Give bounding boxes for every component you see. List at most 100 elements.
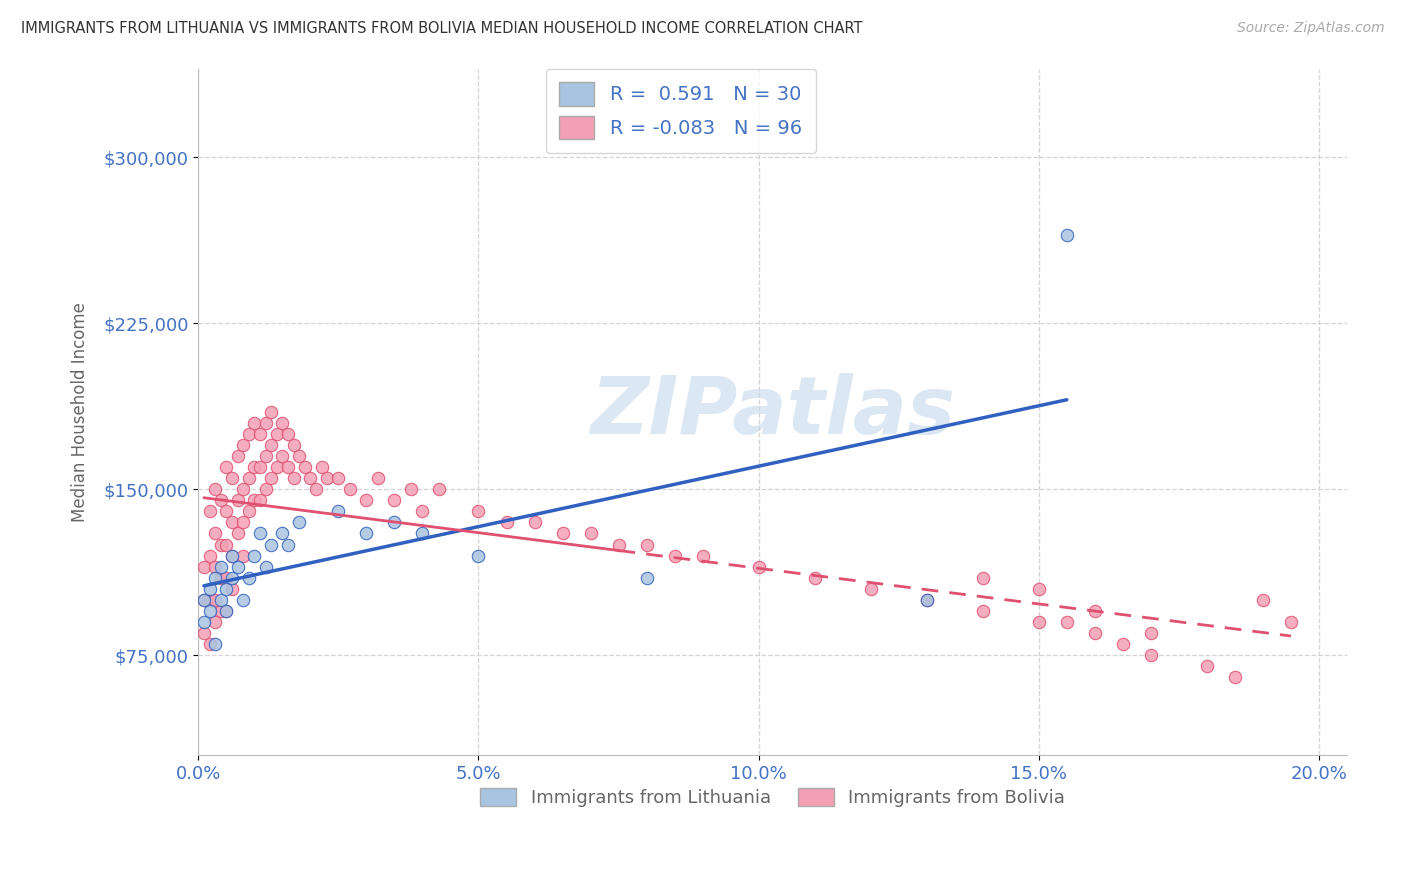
Point — [495, 516, 517, 530]
Point — [266, 460, 288, 475]
Point — [339, 482, 361, 496]
Point — [254, 482, 277, 496]
Point — [215, 582, 238, 596]
Point — [238, 426, 260, 441]
Point — [1140, 648, 1163, 663]
Point — [328, 471, 350, 485]
Point — [226, 493, 249, 508]
Point — [305, 482, 328, 496]
Point — [260, 537, 283, 551]
Point — [523, 516, 546, 530]
Point — [249, 426, 271, 441]
Point — [384, 493, 406, 508]
Point — [283, 471, 305, 485]
Point — [209, 604, 232, 618]
Point — [221, 516, 243, 530]
Point — [1056, 615, 1078, 629]
Point — [254, 416, 277, 430]
Point — [1279, 615, 1302, 629]
Point — [254, 449, 277, 463]
Point — [209, 593, 232, 607]
Point — [243, 416, 266, 430]
Point — [209, 559, 232, 574]
Point — [551, 526, 574, 541]
Point — [367, 471, 389, 485]
Point — [232, 482, 254, 496]
Point — [254, 559, 277, 574]
Point — [401, 482, 423, 496]
Point — [226, 526, 249, 541]
Point — [427, 482, 450, 496]
Point — [579, 526, 602, 541]
Point — [1223, 670, 1246, 684]
Point — [1084, 626, 1107, 640]
Point — [215, 460, 238, 475]
Point — [221, 549, 243, 563]
Point — [193, 559, 215, 574]
Point — [283, 438, 305, 452]
Point — [1112, 637, 1135, 651]
Point — [915, 593, 938, 607]
Point — [803, 571, 825, 585]
Point — [215, 604, 238, 618]
Point — [636, 537, 658, 551]
Point — [636, 571, 658, 585]
Point — [204, 593, 226, 607]
Point — [692, 549, 714, 563]
Point — [243, 460, 266, 475]
Point — [384, 516, 406, 530]
Point — [859, 582, 882, 596]
Point — [198, 549, 221, 563]
Point — [1056, 227, 1078, 242]
Point — [748, 559, 770, 574]
Point — [277, 426, 299, 441]
Point — [249, 493, 271, 508]
Point — [232, 549, 254, 563]
Point — [193, 593, 215, 607]
Point — [915, 593, 938, 607]
Point — [271, 449, 294, 463]
Point — [260, 471, 283, 485]
Point — [221, 549, 243, 563]
Legend: Immigrants from Lithuania, Immigrants from Bolivia: Immigrants from Lithuania, Immigrants fr… — [472, 780, 1073, 814]
Point — [232, 593, 254, 607]
Point — [1140, 626, 1163, 640]
Point — [204, 482, 226, 496]
Point — [215, 504, 238, 518]
Point — [215, 604, 238, 618]
Point — [607, 537, 630, 551]
Point — [260, 438, 283, 452]
Point — [299, 471, 322, 485]
Point — [467, 549, 489, 563]
Point — [209, 493, 232, 508]
Point — [1028, 615, 1050, 629]
Point — [288, 449, 311, 463]
Point — [288, 516, 311, 530]
Text: ZIPatlas: ZIPatlas — [591, 373, 955, 450]
Point — [277, 537, 299, 551]
Point — [1028, 582, 1050, 596]
Point — [221, 582, 243, 596]
Point — [226, 449, 249, 463]
Point — [198, 637, 221, 651]
Point — [243, 549, 266, 563]
Point — [209, 537, 232, 551]
Point — [232, 438, 254, 452]
Text: IMMIGRANTS FROM LITHUANIA VS IMMIGRANTS FROM BOLIVIA MEDIAN HOUSEHOLD INCOME COR: IMMIGRANTS FROM LITHUANIA VS IMMIGRANTS … — [21, 21, 863, 36]
Point — [238, 471, 260, 485]
Point — [204, 559, 226, 574]
Point — [266, 426, 288, 441]
Point — [249, 460, 271, 475]
Point — [277, 460, 299, 475]
Point — [204, 637, 226, 651]
Point — [204, 615, 226, 629]
Point — [260, 405, 283, 419]
Point — [204, 526, 226, 541]
Point — [316, 471, 339, 485]
Point — [238, 571, 260, 585]
Point — [204, 571, 226, 585]
Point — [221, 571, 243, 585]
Point — [311, 460, 333, 475]
Text: Source: ZipAtlas.com: Source: ZipAtlas.com — [1237, 21, 1385, 35]
Point — [215, 571, 238, 585]
